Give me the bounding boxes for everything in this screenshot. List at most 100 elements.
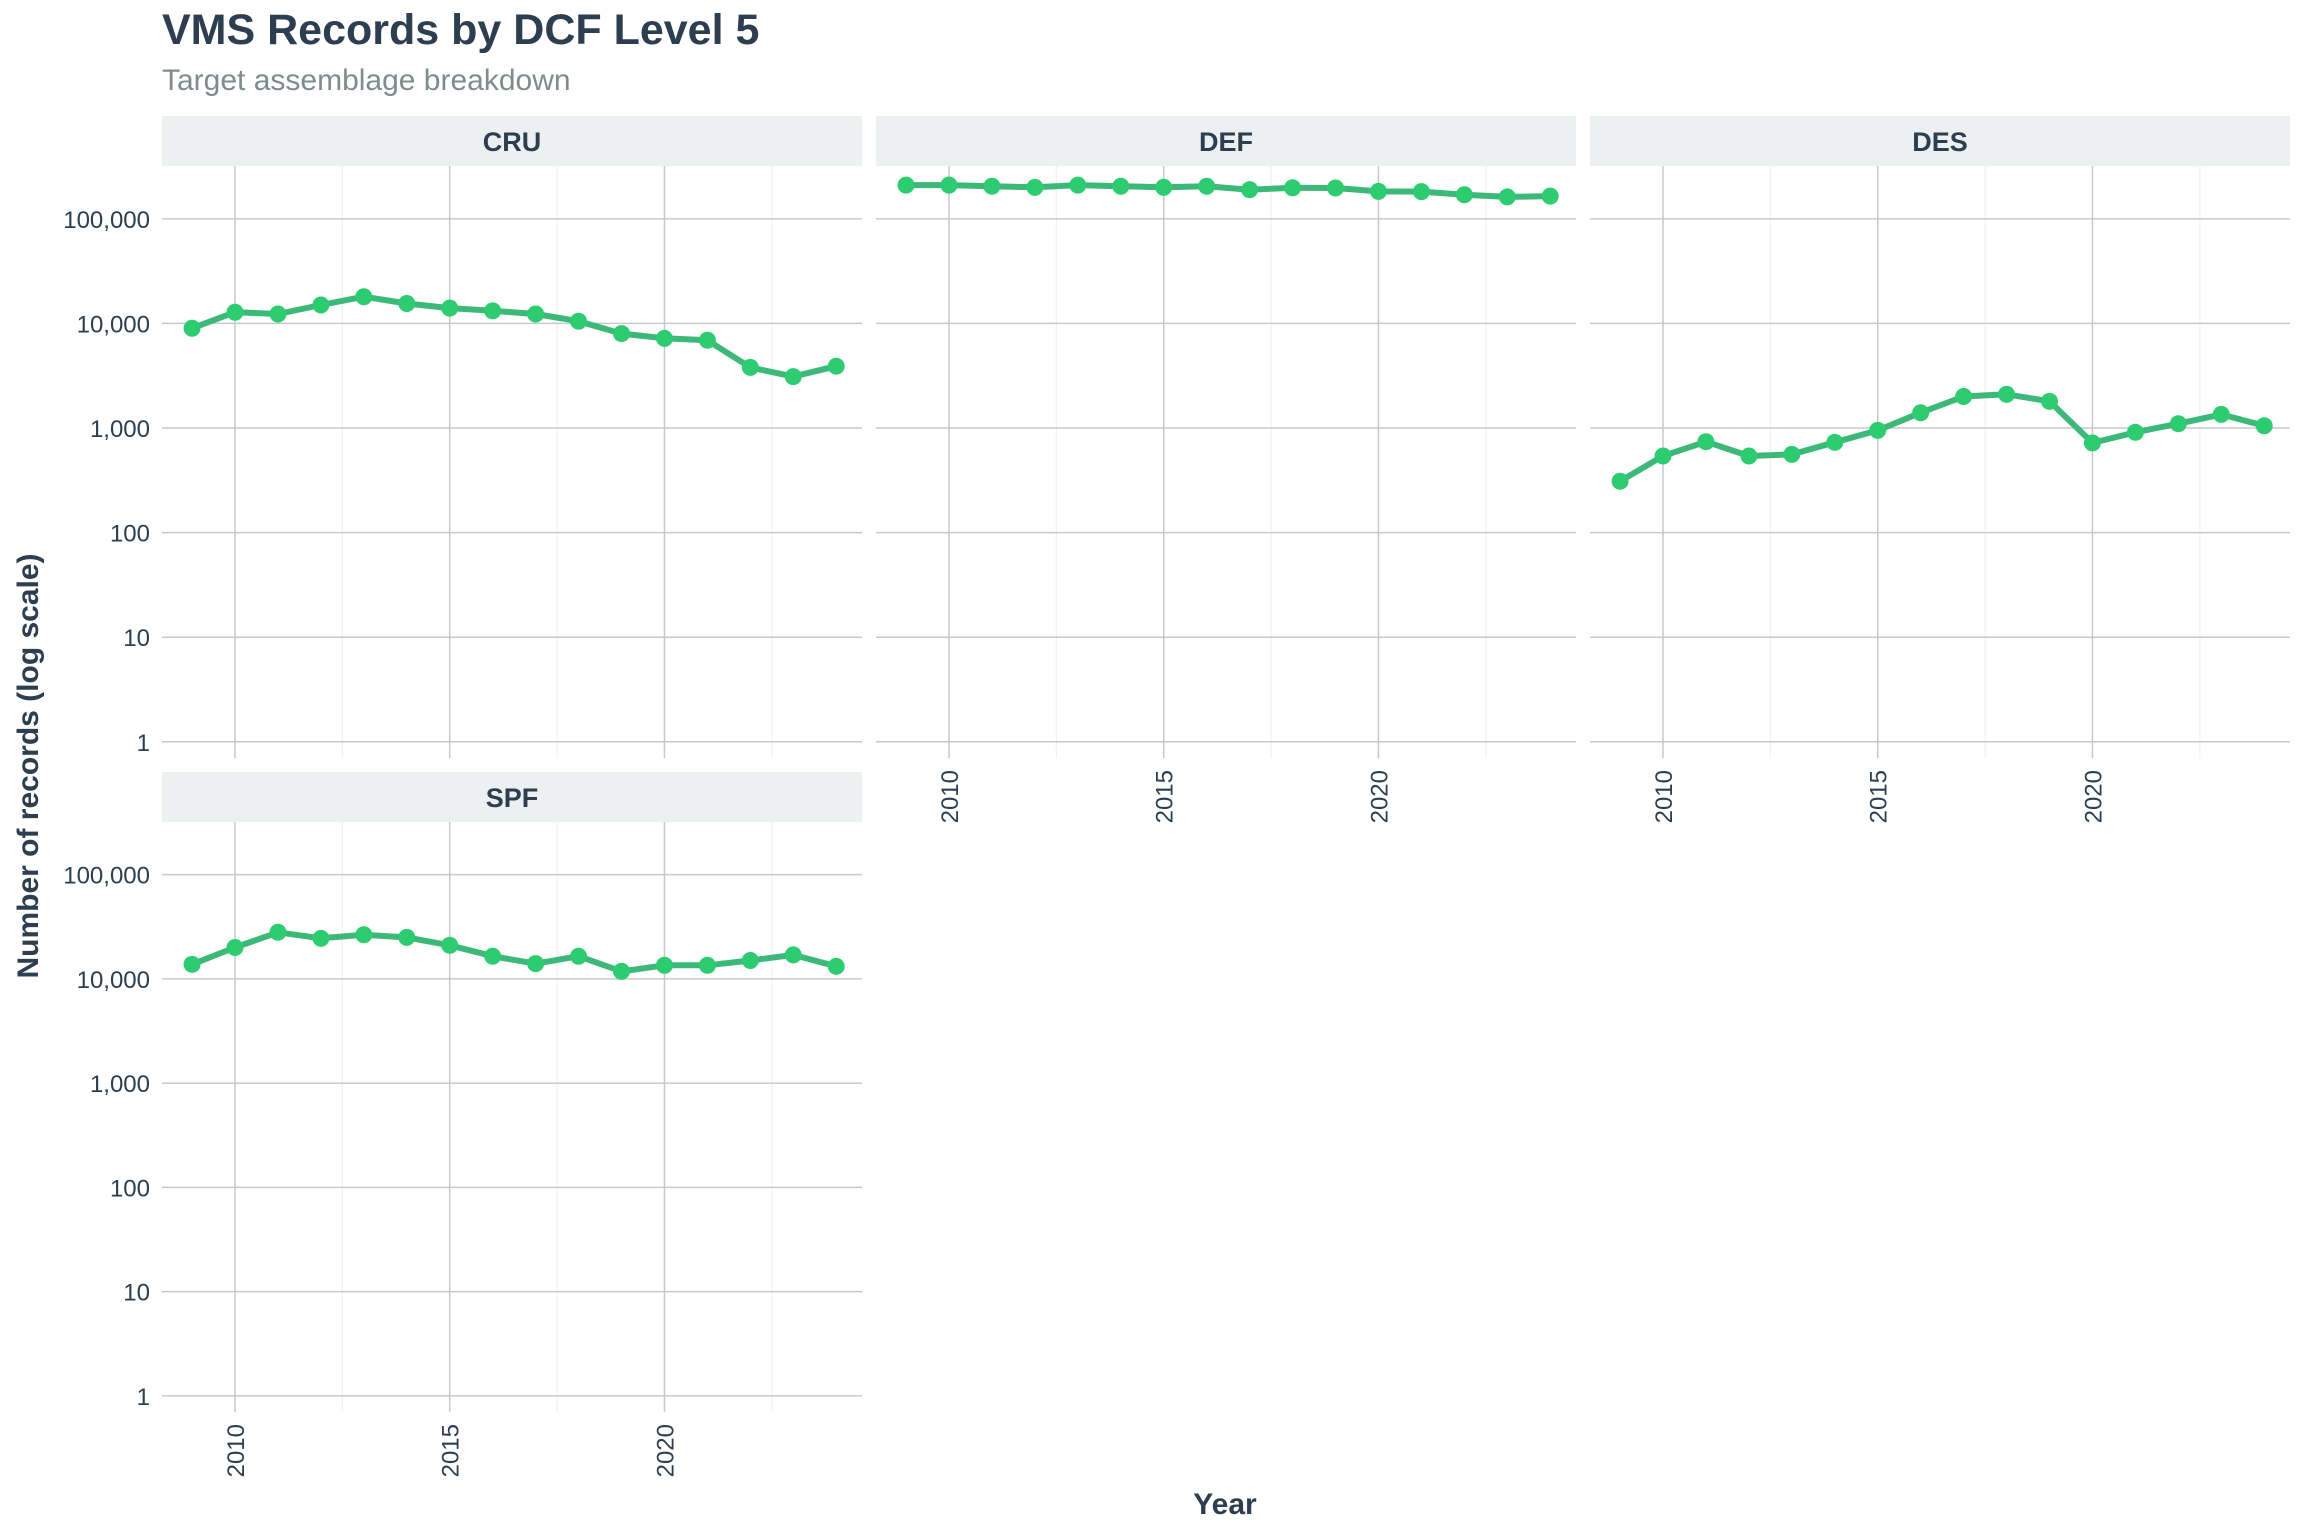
- data-point: [784, 946, 802, 964]
- strip-label: DES: [1912, 127, 1968, 157]
- data-point: [1026, 178, 1044, 196]
- data-point: [312, 929, 330, 947]
- data-point: [226, 939, 244, 957]
- y-tick-label: 10: [123, 625, 150, 652]
- data-point: [613, 325, 631, 343]
- strip-background: [876, 116, 1576, 166]
- panel-spf: SPF 1 10 100 1,000 10,000 100,000 2010 2015 2020: [63, 772, 862, 1477]
- data-point: [1912, 404, 1930, 422]
- strip-background: [162, 116, 862, 166]
- data-point: [2255, 417, 2273, 435]
- data-point: [570, 947, 588, 965]
- x-tick-label: 2020: [2080, 770, 2107, 823]
- data-point: [2126, 423, 2144, 441]
- y-tick-label: 100,000: [63, 207, 150, 234]
- x-tick-label: 2010: [1651, 770, 1678, 823]
- data-point: [441, 936, 459, 954]
- panel-def: DEF 2010 2015 2020: [876, 116, 1576, 823]
- data-point: [1198, 177, 1216, 195]
- data-point: [741, 952, 759, 970]
- data-point: [2212, 405, 2230, 423]
- series-line: [189, 293, 840, 380]
- data-point: [1241, 181, 1259, 199]
- data-point: [827, 957, 845, 975]
- y-tick-label: 100: [110, 521, 150, 548]
- data-point: [1740, 447, 1758, 465]
- y-tick-label: 1: [137, 1384, 150, 1411]
- x-tick-label: 2015: [438, 1424, 465, 1477]
- data-point: [398, 295, 416, 313]
- data-point: [1284, 179, 1302, 197]
- x-tick-label: 2020: [1366, 770, 1393, 823]
- data-point: [1869, 421, 1887, 439]
- panel-des: DES 2010 2015 2020: [1590, 116, 2290, 823]
- chart-title: VMS Records by DCF Level 5: [162, 6, 760, 54]
- data-point: [1783, 445, 1801, 463]
- y-axis-title: Number of records (log scale): [12, 553, 45, 978]
- x-tick-label: 2015: [1866, 770, 1893, 823]
- data-point: [355, 926, 373, 944]
- strip-label: CRU: [483, 127, 542, 157]
- y-tick-label: 1: [137, 730, 150, 757]
- data-point: [570, 312, 588, 330]
- x-tick-label: 2010: [937, 770, 964, 823]
- data-point: [398, 928, 416, 946]
- data-point: [698, 956, 716, 974]
- data-point: [827, 357, 845, 375]
- data-point: [2083, 434, 2101, 452]
- y-tick-label: 1,000: [90, 1071, 150, 1098]
- y-tick-label: 1,000: [90, 416, 150, 443]
- data-point: [226, 303, 244, 321]
- data-point: [784, 368, 802, 386]
- data-point: [1112, 177, 1130, 195]
- data-point: [1826, 433, 1844, 451]
- x-tick-label: 2015: [1152, 770, 1179, 823]
- data-point: [269, 923, 287, 941]
- strip-label: SPF: [486, 783, 539, 813]
- data-point: [1654, 447, 1672, 465]
- data-point: [1998, 385, 2016, 403]
- data-point: [1369, 182, 1387, 200]
- x-tick-label: 2010: [223, 1424, 250, 1477]
- data-point: [2169, 415, 2187, 433]
- y-tick-label: 10: [123, 1280, 150, 1307]
- x-tick-label: 2020: [652, 1424, 679, 1477]
- data-point: [698, 331, 716, 349]
- data-point: [1455, 186, 1473, 204]
- panels-layer: CRU 1 10 100 1,000 10,000 100,000 DEF 2010 2015 20…: [63, 116, 2290, 1477]
- x-axis-title: Year: [1193, 1488, 1257, 1521]
- panel-cru: CRU 1 10 100 1,000 10,000 100,000: [63, 116, 862, 758]
- data-point: [1541, 187, 1559, 205]
- y-tick-label: 100,000: [63, 863, 150, 890]
- data-point: [1412, 183, 1430, 201]
- strip-label: DEF: [1199, 127, 1253, 157]
- data-point: [527, 305, 545, 323]
- data-point: [269, 305, 287, 323]
- data-point: [527, 955, 545, 973]
- chart-subtitle: Target assemblage breakdown: [162, 64, 571, 97]
- strip-background: [1590, 116, 2290, 166]
- data-point: [1955, 388, 1973, 406]
- data-point: [897, 176, 915, 194]
- data-point: [441, 299, 459, 317]
- data-point: [183, 319, 201, 337]
- y-tick-label: 10,000: [77, 311, 150, 338]
- data-point: [484, 947, 502, 965]
- series-line: [903, 182, 1554, 200]
- data-point: [1327, 179, 1345, 197]
- data-point: [940, 176, 958, 194]
- data-point: [1069, 176, 1087, 194]
- series-line: [1617, 391, 2268, 485]
- data-point: [1611, 472, 1629, 490]
- data-point: [741, 358, 759, 376]
- y-tick-label: 10,000: [77, 967, 150, 994]
- y-tick-label: 100: [110, 1175, 150, 1202]
- data-point: [1155, 178, 1173, 196]
- series-line: [189, 929, 840, 975]
- data-point: [1697, 433, 1715, 451]
- strip-background: [162, 772, 862, 822]
- data-point: [1498, 188, 1516, 206]
- data-point: [613, 962, 631, 980]
- data-point: [655, 956, 673, 974]
